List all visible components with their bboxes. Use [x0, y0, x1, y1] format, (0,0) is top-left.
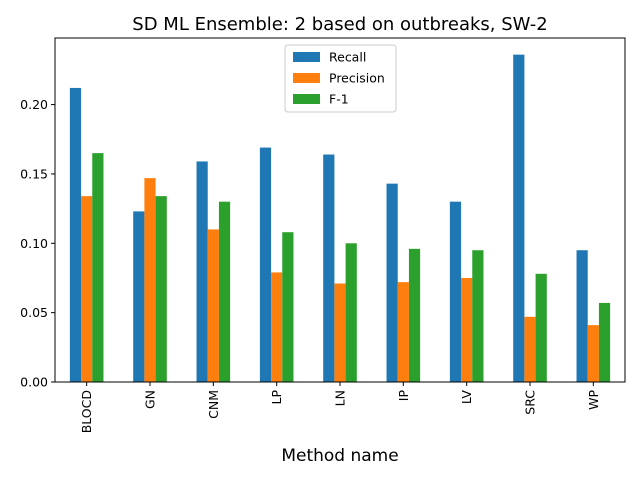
bar-recall-blocd: [69, 87, 82, 382]
bar-f-1-lp: [282, 232, 294, 382]
bar-precision-gn: [144, 178, 156, 382]
legend-label: F-1: [329, 92, 349, 107]
legend-swatch: [293, 94, 320, 104]
bar-precision-ip: [397, 282, 409, 382]
bar-f-1-ip: [408, 248, 421, 382]
bar-recall-lp: [259, 147, 272, 382]
legend: Recall Precision F-1: [284, 44, 397, 113]
bar-recall-cnm: [196, 161, 208, 382]
bars-group: [69, 54, 611, 383]
bar-recall-wp: [576, 250, 588, 382]
x-tick-label: SRC: [523, 390, 538, 415]
y-tick-label: 0.00: [20, 375, 48, 390]
x-tick-label: LV: [459, 390, 474, 405]
x-axis-label: Method name: [281, 446, 398, 466]
bar-precision-ln: [334, 283, 346, 382]
bar-f-1-wp: [598, 302, 611, 382]
bar-precision-lv: [461, 277, 473, 382]
legend-label: Recall: [329, 50, 366, 65]
x-tick-label: LN: [333, 390, 348, 406]
chart-title: SD ML Ensemble: 2 based on outbreaks, SW…: [132, 14, 547, 35]
bar-precision-lp: [271, 272, 283, 382]
bar-precision-blocd: [81, 196, 93, 382]
bar-f-1-lv: [472, 250, 484, 382]
y-axis: 0.00 0.05 0.10 0.15 0.20: [20, 97, 55, 390]
legend-swatch: [293, 52, 320, 62]
bar-recall-gn: [133, 211, 145, 382]
y-tick-label: 0.20: [20, 97, 48, 112]
bar-recall-lv: [449, 201, 462, 382]
x-tick-label: GN: [143, 390, 158, 409]
bar-precision-src: [524, 316, 536, 382]
bar-recall-ln: [323, 154, 335, 382]
legend-swatch: [293, 73, 320, 83]
x-tick-label: WP: [586, 390, 601, 410]
bar-precision-cnm: [207, 229, 219, 382]
bar-recall-ip: [386, 183, 398, 382]
bar-precision-wp: [587, 325, 599, 382]
x-tick-label: LP: [269, 390, 284, 405]
x-axis: BLOCD GN CNM LP LN IP LV SRC WP: [79, 382, 601, 433]
y-tick-label: 0.10: [20, 236, 48, 251]
y-tick-label: 0.05: [20, 305, 48, 320]
y-tick-label: 0.15: [20, 166, 48, 181]
legend-label: Precision: [329, 71, 385, 86]
bar-f-1-gn: [155, 196, 167, 382]
bar-recall-src: [513, 54, 525, 383]
bar-f-1-cnm: [218, 201, 231, 382]
bar-f-1-blocd: [92, 153, 104, 382]
bar-f-1-ln: [345, 243, 357, 382]
x-tick-label: CNM: [206, 390, 221, 419]
x-tick-label: IP: [396, 390, 411, 402]
bar-f-1-src: [535, 273, 547, 382]
x-tick-label: BLOCD: [79, 390, 94, 433]
